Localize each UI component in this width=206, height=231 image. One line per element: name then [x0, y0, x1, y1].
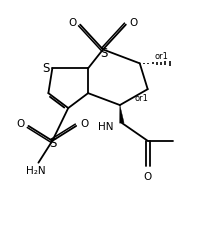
Text: S: S	[43, 61, 50, 75]
Text: H₂N: H₂N	[26, 165, 45, 175]
Polygon shape	[120, 106, 124, 124]
Text: O: O	[144, 171, 152, 181]
Text: O: O	[16, 119, 25, 128]
Text: or1: or1	[155, 52, 169, 61]
Text: O: O	[68, 18, 76, 27]
Text: S: S	[100, 47, 108, 60]
Text: O: O	[80, 119, 88, 128]
Text: or1: or1	[135, 93, 149, 102]
Text: O: O	[130, 18, 138, 27]
Text: HN: HN	[98, 122, 114, 131]
Text: S: S	[50, 137, 57, 150]
